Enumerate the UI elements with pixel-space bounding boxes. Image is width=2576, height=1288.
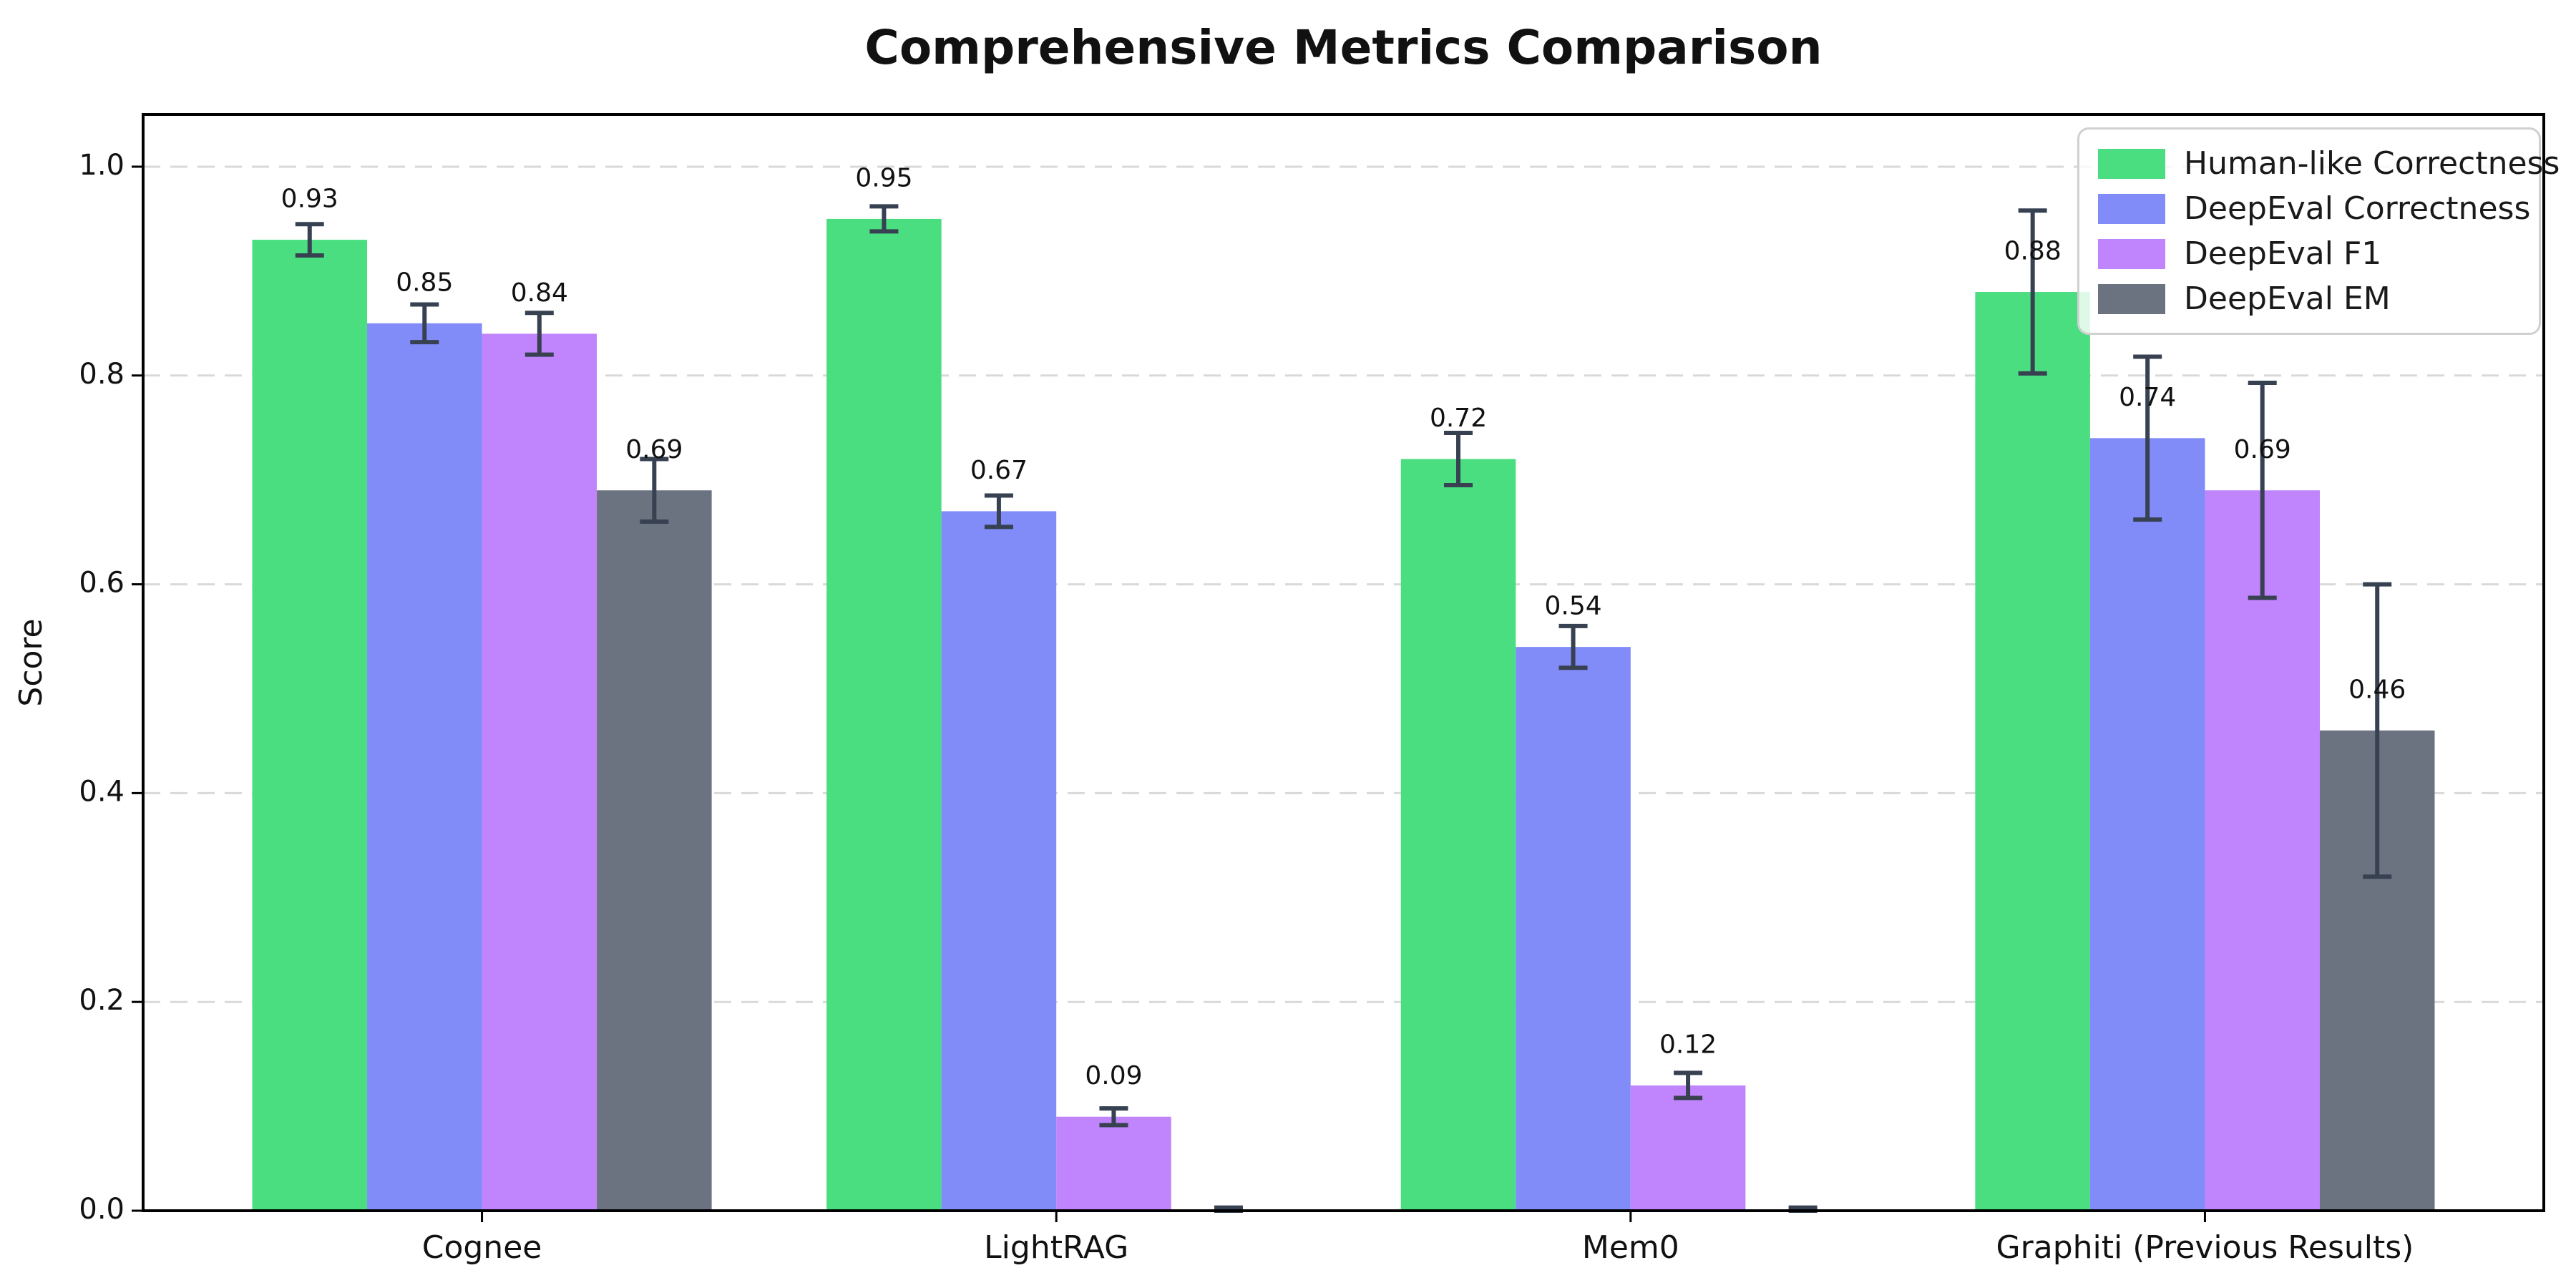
bar (941, 511, 1057, 1211)
bar (252, 240, 368, 1211)
bar-value-label: 0.46 (2348, 675, 2406, 704)
legend-label: DeepEval EM (2184, 280, 2391, 317)
x-tick-label: LightRAG (984, 1229, 1128, 1266)
bar-value-label: 0.67 (970, 456, 1028, 485)
legend-swatch-icon (2098, 238, 2165, 269)
legend-item: Human-like Correctness (2098, 141, 2560, 186)
y-tick-label: 0.2 (79, 984, 125, 1017)
x-tick-label: Cognee (422, 1229, 542, 1266)
bar (2205, 490, 2320, 1211)
legend-label: Human-like Correctness (2184, 145, 2560, 182)
bar-value-label: 0.93 (281, 185, 338, 214)
bar-value-label: 0.09 (1085, 1061, 1142, 1091)
legend-item: DeepEval F1 (2098, 231, 2520, 276)
bar (2089, 438, 2205, 1211)
y-tick-label: 0.0 (79, 1193, 125, 1226)
legend-item: DeepEval Correctness (2098, 186, 2530, 231)
legend-item: DeepEval EM (2098, 276, 2520, 321)
y-tick-label: 1.0 (79, 149, 125, 182)
legend-label: DeepEval Correctness (2184, 190, 2531, 227)
legend-swatch-icon (2098, 283, 2165, 314)
bar (367, 323, 482, 1211)
bar-value-label: 0.72 (1430, 404, 1487, 433)
bar-value-label: 0.69 (2234, 435, 2291, 464)
x-tick-label: Graphiti (Previous Results) (1996, 1229, 2414, 1266)
bar (482, 333, 597, 1211)
bar (1630, 1085, 1746, 1211)
bar (826, 218, 942, 1211)
legend-swatch-icon (2098, 148, 2165, 179)
bar (1400, 459, 1516, 1211)
bar-value-label: 0.95 (855, 163, 912, 192)
y-tick-label: 0.6 (79, 567, 125, 600)
legend-swatch-icon (2098, 193, 2165, 224)
bar-value-label: 0.85 (396, 268, 453, 297)
y-tick-label: 0.8 (79, 358, 125, 391)
legend: Human-like Correctness DeepEval Correctne… (2077, 127, 2560, 335)
bar-value-label: 0.69 (625, 435, 683, 464)
bar (1056, 1116, 1171, 1211)
bar-value-label: 0.54 (1544, 592, 1601, 621)
y-axis-label: Score (13, 618, 49, 706)
y-tick-label: 0.4 (79, 775, 125, 808)
bar-value-label: 0.74 (2119, 383, 2176, 412)
bar (1975, 292, 2090, 1211)
x-tick-label: Mem0 (1582, 1229, 1679, 1266)
bar (1516, 647, 1631, 1211)
bar (597, 490, 712, 1211)
legend-label: DeepEval F1 (2184, 235, 2382, 272)
bar-value-label: 0.84 (511, 278, 568, 308)
bar-value-label: 0.88 (2004, 237, 2062, 266)
bar-value-label: 0.12 (1659, 1030, 1717, 1059)
axes-spines (142, 113, 2545, 1212)
chart-title: Comprehensive Metrics Comparison (864, 20, 1823, 75)
